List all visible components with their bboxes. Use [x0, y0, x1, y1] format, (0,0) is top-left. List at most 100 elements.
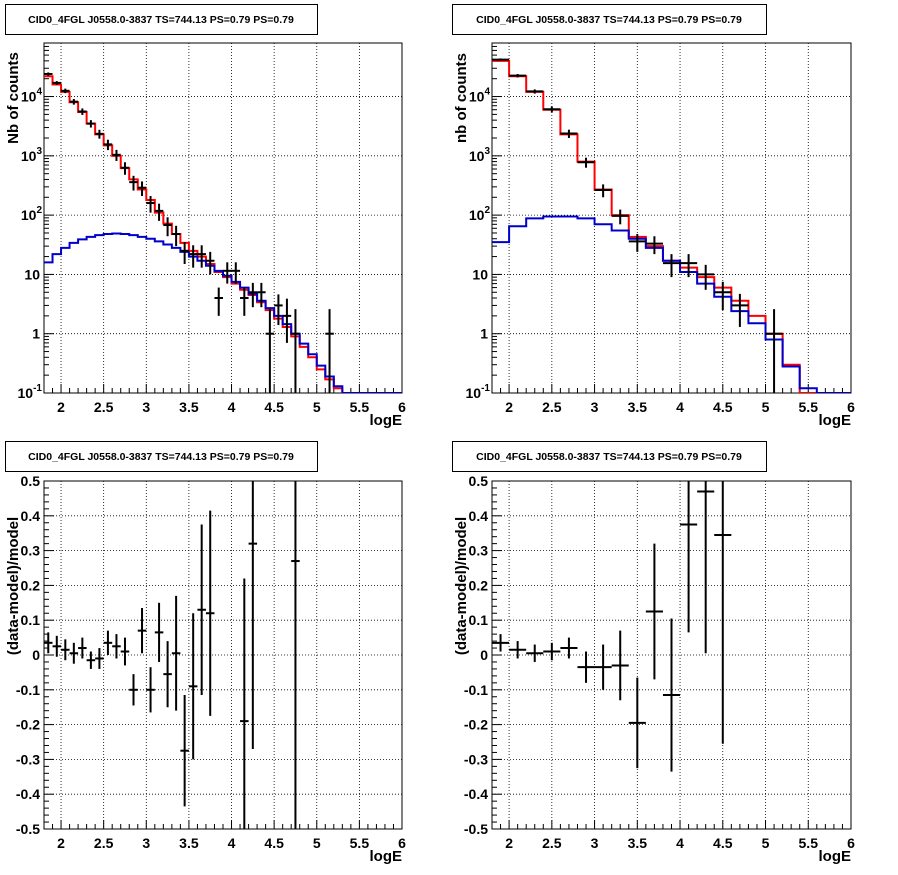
residual-point	[188, 613, 198, 760]
y-tick-label: 103	[469, 146, 491, 164]
x-tick-label: 5.5	[799, 399, 819, 415]
x-axis-label: logE	[370, 412, 403, 429]
residual-point	[137, 608, 147, 654]
x-tick-label: 3.5	[179, 835, 199, 851]
y-tick-label: -0.5	[464, 821, 488, 837]
x-tick-label: 6	[398, 399, 406, 415]
residual-point	[628, 677, 646, 769]
y-tick-label: 102	[469, 205, 491, 223]
data-point	[731, 293, 749, 327]
x-tick-label: 2	[505, 399, 513, 415]
x-tick-label: 4	[228, 835, 236, 851]
data-point	[52, 81, 62, 85]
data-point	[112, 149, 121, 161]
data-point	[680, 254, 698, 278]
y-tick-label: 0.1	[21, 612, 41, 628]
data-point	[214, 287, 223, 316]
data-point	[611, 209, 629, 225]
plot-area	[492, 481, 732, 772]
x-tick-label: 2	[57, 835, 65, 851]
x-tick-label: 5	[313, 399, 321, 415]
residual-point	[95, 648, 104, 669]
residual-point	[129, 674, 138, 706]
data-point	[645, 236, 663, 255]
data-point	[180, 242, 189, 264]
y-tick-label: 10-1	[18, 383, 43, 401]
data-point	[231, 262, 241, 284]
residual-point	[61, 639, 70, 661]
x-tick-label: 5	[762, 835, 770, 851]
plot-frame	[491, 42, 852, 394]
residual-point	[69, 642, 79, 664]
residual-point	[645, 543, 663, 680]
x-tick-label: 4.5	[713, 399, 733, 415]
y-tick-label: 0.3	[21, 543, 41, 559]
title-box	[452, 441, 767, 472]
residual-point	[52, 635, 62, 657]
data-point	[325, 309, 334, 393]
chart-title: CID0_4FGL J0558.0-3837 TS=744.13 PS=0.79…	[476, 14, 742, 26]
x-tick-label: 4	[676, 835, 684, 851]
data-point	[282, 298, 292, 343]
title-box	[452, 4, 767, 35]
x-tick-label: 3	[142, 835, 150, 851]
residual-point	[205, 510, 215, 716]
data-point	[257, 282, 266, 308]
x-tick-label: 6	[847, 399, 855, 415]
data-point	[240, 287, 249, 316]
x-tick-label: 4.5	[264, 835, 284, 851]
x-tick-label: 4	[228, 399, 236, 415]
plot-area	[44, 481, 300, 829]
y-axis-label: Nb of counts	[5, 52, 22, 144]
residual-point	[248, 481, 258, 749]
y-tick-label: -0.3	[464, 751, 488, 767]
x-axis-label: logE	[819, 412, 852, 429]
x-tick-label: 2.5	[542, 399, 562, 415]
chart-title: CID0_4FGL J0558.0-3837 TS=744.13 PS=0.79…	[28, 14, 294, 26]
x-tick-label: 5.5	[799, 835, 819, 851]
residual-point	[171, 595, 181, 711]
x-tick-label: 6	[847, 835, 855, 851]
y-tick-label: 0.4	[469, 508, 489, 524]
residual-point	[154, 602, 164, 662]
residual-point	[103, 630, 113, 655]
residual-point	[662, 618, 681, 772]
data-point	[714, 281, 732, 311]
x-tick-label: 5.5	[350, 399, 370, 415]
x-tick-label: 2.5	[94, 835, 114, 851]
y-tick-label: -0.5	[16, 821, 40, 837]
chart-panel-1: CID0_4FGL J0558.0-3837 TS=744.13 PS=0.79…	[5, 4, 406, 429]
x-tick-label: 4.5	[264, 399, 284, 415]
data-point	[44, 72, 53, 76]
residual-point	[146, 667, 155, 713]
data-point	[146, 196, 155, 213]
y-tick-label: -0.4	[464, 786, 488, 802]
x-tick-label: 3	[591, 399, 599, 415]
data-point	[61, 88, 70, 94]
y-tick-label: 0	[480, 647, 488, 663]
data-point	[154, 203, 164, 221]
residual-point	[594, 644, 612, 690]
data-point	[205, 251, 215, 275]
residual-point	[680, 481, 698, 633]
x-tick-label: 5	[762, 399, 770, 415]
y-tick-label: 104	[21, 87, 43, 105]
data-point	[197, 245, 206, 268]
data-point	[274, 294, 283, 326]
y-tick-label: 10	[24, 266, 40, 282]
data-point	[509, 74, 527, 78]
residual-point	[714, 481, 732, 744]
data-point	[265, 309, 275, 393]
x-tick-label: 5	[313, 835, 321, 851]
residual-point	[112, 634, 121, 659]
data-point	[543, 106, 561, 113]
residual-point	[543, 642, 561, 661]
y-tick-label: 1	[480, 326, 488, 342]
data-point	[129, 175, 138, 191]
source-model-histogram	[492, 215, 851, 393]
x-tick-label: 4.5	[713, 835, 733, 851]
residual-point	[197, 524, 206, 696]
x-tick-label: 2.5	[94, 399, 114, 415]
y-tick-label: 0.5	[469, 473, 489, 489]
